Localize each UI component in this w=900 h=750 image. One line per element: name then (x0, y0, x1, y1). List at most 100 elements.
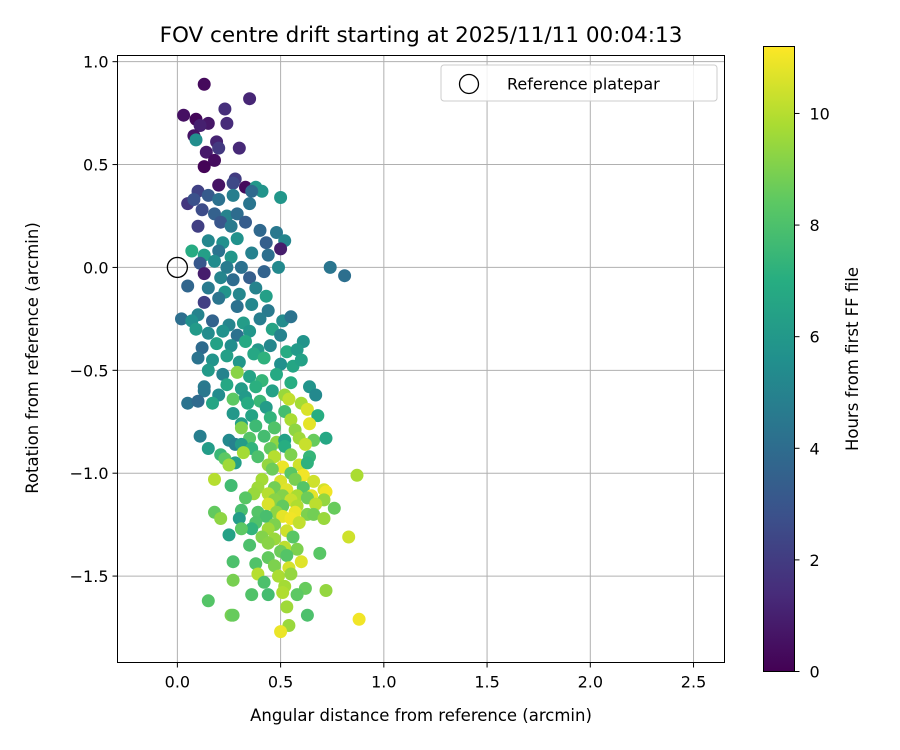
data-point (201, 363, 215, 377)
data-point (224, 250, 238, 264)
colorbar-label: Hours from first FF file (843, 267, 862, 451)
data-point (224, 219, 238, 233)
data-point (239, 491, 252, 505)
data-point (245, 522, 259, 536)
colorbar-tick-label: 8 (810, 216, 820, 235)
data-point (276, 586, 290, 599)
data-point (239, 215, 252, 229)
y-tick-label: 0.0 (83, 258, 108, 277)
colorbar-tick-label: 2 (810, 551, 820, 570)
data-point (241, 396, 255, 410)
colorbar-ticks: 0 2 4 6 8 10 (794, 104, 830, 682)
data-point (249, 380, 263, 394)
data-point (185, 244, 199, 258)
data-point (226, 407, 240, 420)
data-point (181, 396, 195, 410)
data-point (226, 608, 240, 622)
legend: Reference platepar (440, 64, 718, 102)
data-point (249, 557, 263, 571)
data-point (226, 273, 240, 287)
x-tick-label: 0.5 (268, 673, 293, 692)
data-point (307, 507, 321, 521)
data-point (243, 324, 257, 338)
data-point (309, 388, 323, 402)
legend-box (440, 64, 718, 102)
data-point (342, 530, 356, 544)
data-point (224, 339, 238, 353)
data-point (208, 472, 221, 486)
y-tick-label: −1.5 (70, 567, 109, 586)
data-point (288, 472, 302, 486)
data-point (216, 324, 230, 338)
x-tick-label: 2.0 (578, 673, 603, 692)
data-point (201, 234, 215, 248)
data-point (272, 260, 285, 274)
data-point (201, 594, 215, 608)
data-point (352, 612, 366, 626)
data-point (319, 584, 333, 597)
data-point (230, 365, 244, 379)
data-point (212, 244, 226, 258)
x-axis-ticks: 0.0 0.5 1.0 1.5 2.0 2.5 (165, 662, 706, 692)
data-point (208, 254, 221, 268)
data-point (290, 343, 304, 357)
data-point (274, 357, 288, 371)
data-point (284, 567, 298, 581)
data-point (259, 236, 273, 250)
data-point (236, 446, 250, 460)
x-tick-label: 1.0 (371, 673, 396, 692)
data-point (265, 384, 279, 398)
legend-reference-marker (458, 73, 480, 95)
data-point (249, 419, 263, 433)
data-point (259, 509, 273, 523)
data-point (274, 625, 288, 639)
data-point (298, 437, 312, 451)
data-point (232, 512, 246, 525)
data-point (226, 176, 240, 190)
data-point (253, 223, 267, 237)
data-point (284, 310, 298, 324)
data-point (280, 345, 294, 359)
data-point (193, 119, 207, 132)
colorbar-tick-label: 6 (810, 328, 820, 347)
x-tick-label: 2.5 (681, 673, 706, 692)
data-point (261, 536, 275, 550)
data-point (214, 512, 228, 525)
data-point (193, 429, 207, 443)
data-point (261, 497, 275, 511)
data-point (257, 351, 271, 365)
data-point (300, 402, 314, 416)
data-point (222, 528, 236, 542)
data-point (259, 400, 273, 414)
colorbar-gradient (763, 46, 795, 672)
plot-frame (117, 55, 725, 663)
data-point (259, 289, 273, 303)
data-point (257, 575, 271, 589)
data-point (175, 312, 188, 326)
data-point (220, 116, 234, 130)
data-point (191, 394, 205, 408)
data-point (350, 468, 364, 482)
data-point (265, 462, 279, 476)
data-point (263, 339, 277, 353)
data-point (323, 260, 337, 274)
x-tick-label: 1.5 (474, 673, 499, 692)
data-point (234, 421, 248, 435)
data-point (226, 573, 240, 587)
y-tick-label: −0.5 (70, 361, 109, 380)
data-point (187, 193, 201, 206)
colorbar-tick-label: 4 (810, 439, 820, 458)
colorbar-tick-label: 0 (810, 663, 820, 682)
data-point (274, 191, 288, 204)
data-point (232, 355, 246, 369)
data-point (197, 160, 211, 174)
data-point (212, 178, 226, 192)
data-point (270, 226, 283, 239)
data-point (243, 538, 257, 552)
reference-marker-layer (166, 256, 189, 279)
y-axis-label: Rotation from reference (arcmin) (23, 222, 42, 494)
data-point (284, 376, 298, 390)
data-point (317, 512, 331, 525)
data-point (303, 417, 316, 431)
